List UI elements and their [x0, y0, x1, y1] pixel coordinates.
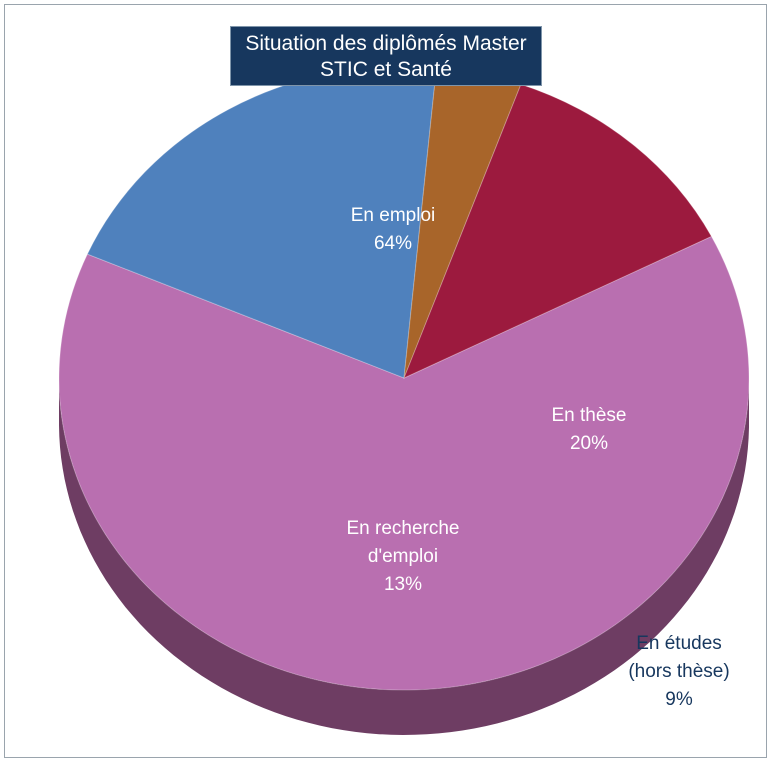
slice-name-label: En emploi — [351, 205, 436, 226]
pie-tops — [58, 65, 750, 691]
slice-percent-label: 13% — [384, 574, 422, 595]
slice-name-label: En recherche — [346, 518, 459, 539]
pie-slice-4 — [403, 83, 713, 379]
slice-percent-label: 20% — [570, 433, 608, 454]
pie-slice-1 — [58, 235, 750, 691]
chart-title-line-2: STIC et Santé — [320, 58, 452, 81]
slice-name-label: (hors thèse) — [628, 661, 729, 682]
slice-name-label: d'emploi — [368, 546, 438, 567]
slice-labels: En emploi 64% En thèse 20% En études (hors th… — [346, 205, 729, 710]
slice-percent-label: 9% — [665, 689, 693, 710]
chart-title: Situation des diplômés Master STIC et Sa… — [230, 26, 542, 86]
slice-name-label: En études — [636, 633, 722, 654]
slice-name-label: En thèse — [552, 405, 627, 426]
slice-percent-label: 64% — [374, 233, 412, 254]
chart-title-line-1: Situation des diplômés Master — [245, 32, 527, 55]
